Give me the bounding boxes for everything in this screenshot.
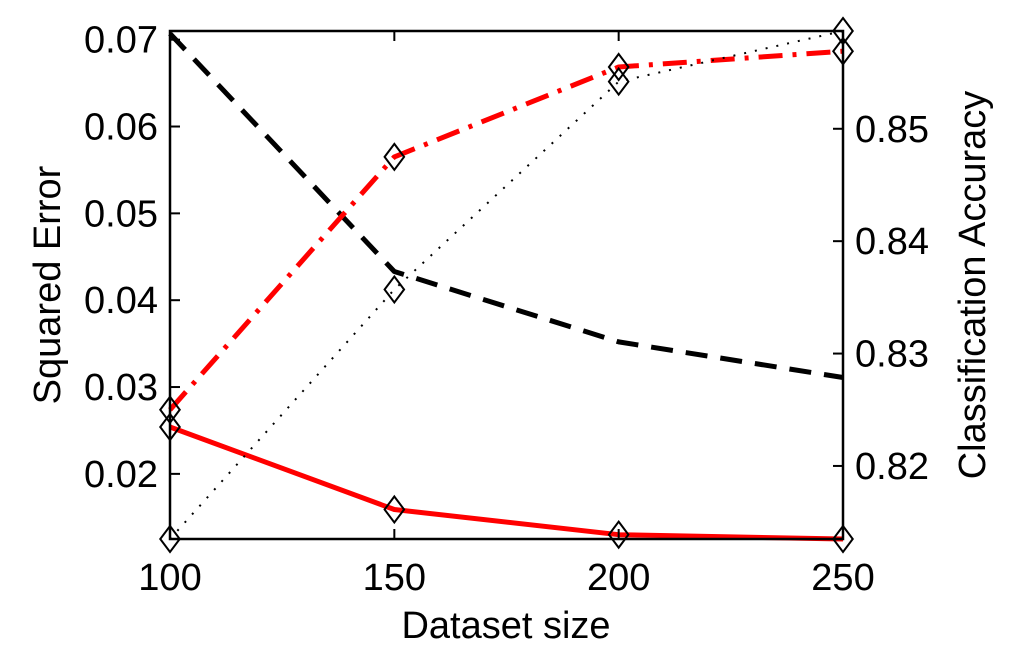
x-tick-label: 100 [138,557,201,599]
left-y-tick-label: 0.03 [84,367,158,409]
right-y-tick-label: 0.85 [855,109,929,151]
left-y-tick-label: 0.05 [84,193,158,235]
left-y-tick-label: 0.07 [84,20,158,62]
diamond-marker [383,142,406,172]
diamond-marker [159,524,181,554]
right-y-tick-label: 0.82 [855,446,929,488]
x-tick-label: 200 [587,557,650,599]
diamond-marker [383,494,406,525]
diamond-marker [607,66,630,97]
right-y-tick-label: 0.83 [855,334,929,376]
series-line-2 [168,48,844,412]
right-y-tick-label: 0.84 [855,221,929,263]
left-y-tick-label: 0.02 [84,454,158,496]
diamond-marker [607,519,630,550]
left-y-tick-label: 0.04 [84,280,158,322]
plot-frame [168,29,845,541]
right-y-axis-title: Classification Accuracy [952,91,994,480]
diamond-marker [832,524,854,554]
left-y-axis-title: Squared Error [27,165,69,404]
series-layer [159,16,854,554]
left-y-tick-label: 0.06 [84,107,158,149]
x-tick-label: 250 [811,557,874,599]
diamond-marker [383,274,406,305]
ticks-layer: 100 150 200 250 0.02 0.03 0.04 0.05 0.06 0.07 0.82… [84,20,929,599]
x-axis-title: Dataset size [401,605,610,646]
diamond-marker [607,52,630,82]
series-line-1 [169,424,844,542]
series-line-0 [168,31,844,380]
x-tick-label: 150 [363,557,426,599]
